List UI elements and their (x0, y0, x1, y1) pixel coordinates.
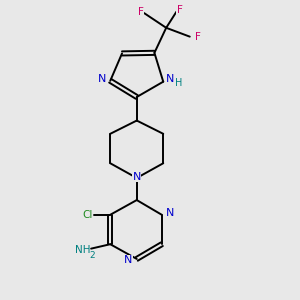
Text: N: N (166, 208, 174, 218)
Text: F: F (195, 32, 201, 42)
Text: N: N (124, 255, 133, 266)
Text: NH: NH (74, 245, 90, 255)
Text: 2: 2 (90, 251, 95, 260)
Text: F: F (176, 5, 182, 15)
Text: N: N (133, 172, 141, 182)
Text: Cl: Cl (82, 210, 93, 220)
Text: N: N (98, 74, 106, 84)
Text: H: H (175, 78, 182, 88)
Text: N: N (166, 74, 174, 84)
Text: F: F (138, 7, 144, 16)
